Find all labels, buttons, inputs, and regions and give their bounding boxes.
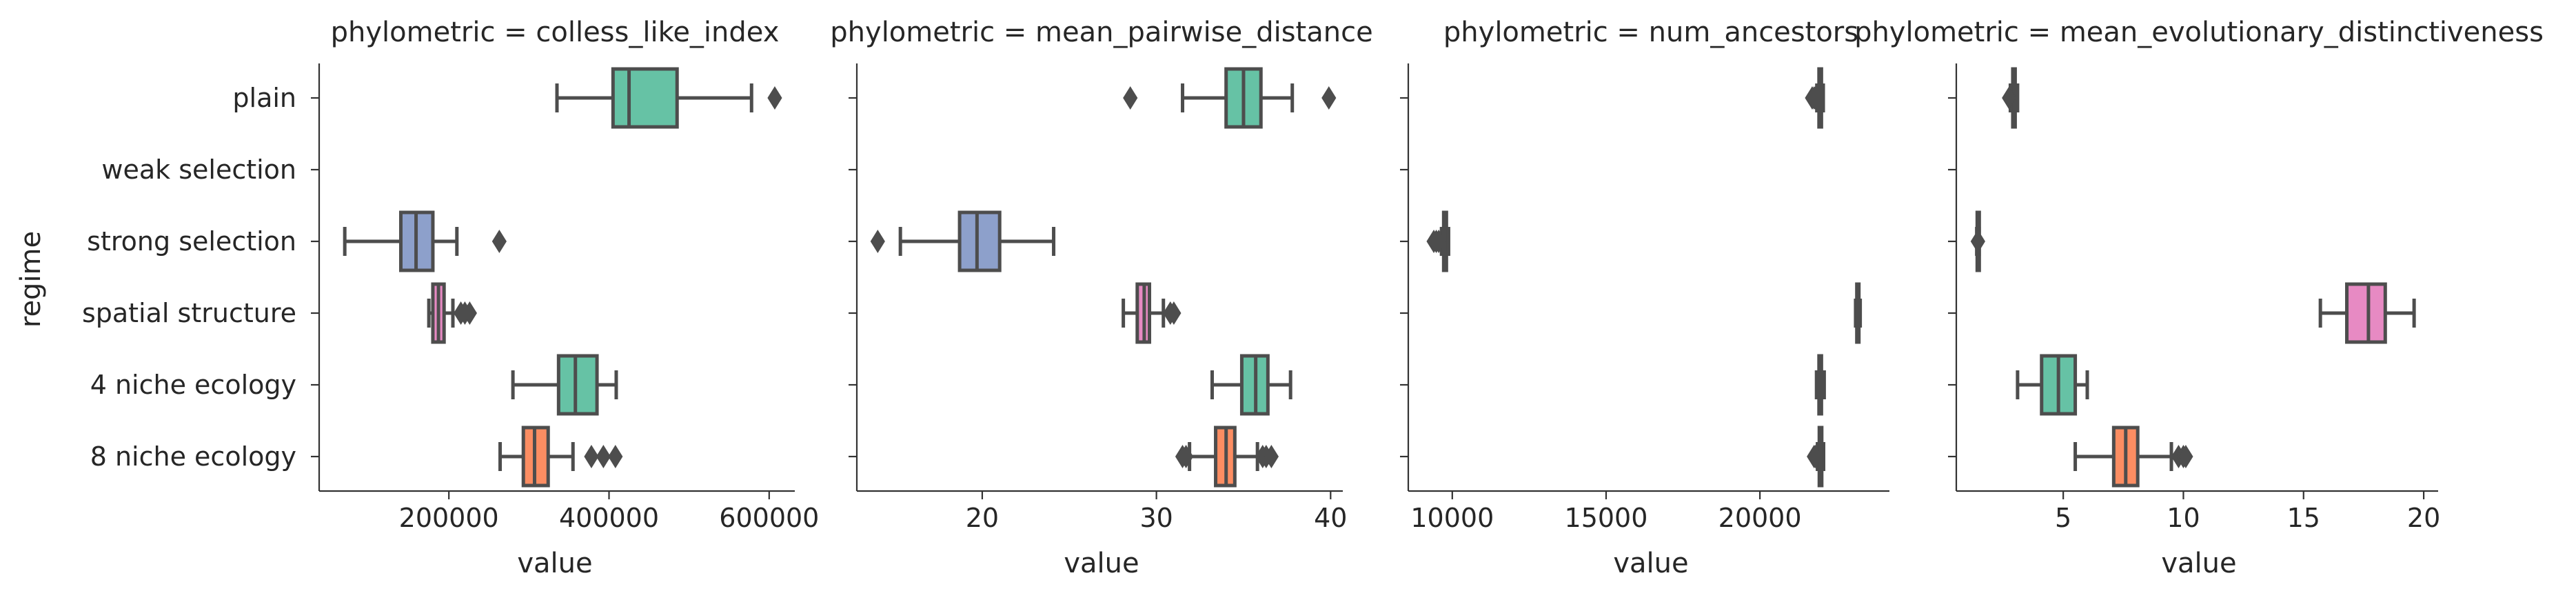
- box-num-ancestors-spatial-structure: [1854, 282, 1863, 344]
- panel-title-mean-evolutionary-distinctiveness: phylometric = mean_evolutionary_distinct…: [1854, 17, 2544, 48]
- x-tick-label-num-ancestors-2: 20000: [1718, 503, 1802, 533]
- x-axis-title-colless-like-index: value: [517, 548, 592, 579]
- flier-mean-pairwise-distance-8-niche-ecology-1: [1178, 445, 1194, 468]
- box-mean-pairwise-distance-strong-selection: [870, 210, 1056, 272]
- boxes-mean-evolutionary-distinctiveness: [1970, 67, 2416, 488]
- box-num-ancestors-4-niche-ecology: [1814, 354, 1826, 416]
- flier-colless-like-index-spatial-structure-2: [462, 301, 477, 325]
- flier-colless-like-index-plain-0: [767, 86, 782, 110]
- x-tick-label-mean-pairwise-distance-1: 30: [1139, 503, 1173, 533]
- y-tick-label-strong-selection: strong selection: [87, 226, 296, 257]
- flier-colless-like-index-strong-selection-0: [491, 230, 507, 253]
- flier-mean-pairwise-distance-spatial-structure-1: [1166, 301, 1181, 325]
- box-mean-evolutionary-distinctiveness-strong-selection: [1970, 210, 1985, 272]
- flier-mean-evolutionary-distinctiveness-strong-selection-0: [1970, 230, 1985, 253]
- flier-mean-pairwise-distance-strong-selection-0: [870, 230, 885, 253]
- box-mean-pairwise-distance-8-niche-ecology: [1175, 426, 1279, 488]
- box-mean-evolutionary-distinctiveness-plain: [2002, 67, 2020, 129]
- boxes-num-ancestors: [1426, 67, 1863, 488]
- box-mean-pairwise-distance-plain: [1123, 67, 1337, 129]
- flier-mean-evolutionary-distinctiveness-plain-0: [2002, 86, 2017, 110]
- x-tick-label-colless-like-index-1: 400000: [559, 503, 659, 533]
- x-axis-title-mean-pairwise-distance: value: [1064, 548, 1139, 579]
- y-tick-label-8-niche-ecology: 8 niche ecology: [90, 441, 296, 472]
- box-num-ancestors-strong-selection: [1426, 210, 1450, 272]
- box-num-ancestors-plain: [1805, 67, 1825, 129]
- iqr-box-mean-pairwise-distance-strong-selection: [957, 210, 1002, 272]
- box-mean-evolutionary-distinctiveness-4-niche-ecology: [2016, 354, 2089, 416]
- panel-title-num-ancestors: phylometric = num_ancestors: [1443, 17, 1858, 48]
- y-tick-label-spatial-structure: spatial structure: [82, 298, 296, 328]
- panel-num-ancestors: phylometric = num_ancestors value 10000 1…: [1400, 17, 1889, 579]
- x-tick-label-mean-evolutionary-distinctiveness-3: 20: [2407, 503, 2440, 533]
- x-tick-label-mean-pairwise-distance-0: 20: [966, 503, 999, 533]
- y-axis-title: regime: [15, 231, 47, 328]
- x-tick-label-num-ancestors-0: 10000: [1410, 503, 1494, 533]
- flier-mean-pairwise-distance-8-niche-ecology-4: [1264, 445, 1279, 468]
- box-num-ancestors-8-niche-ecology: [1807, 426, 1825, 488]
- y-tick-labels: plain weak selection strong selection sp…: [82, 83, 296, 472]
- flier-num-ancestors-plain-2: [1807, 86, 1823, 110]
- flier-mean-pairwise-distance-plain-0: [1123, 86, 1138, 110]
- box-mean-evolutionary-distinctiveness-8-niche-ecology: [2073, 426, 2193, 488]
- flier-colless-like-index-8-niche-ecology-1: [596, 445, 611, 468]
- panel-mean-pairwise-distance: phylometric = mean_pairwise_distance val…: [830, 17, 1372, 579]
- box-colless-like-index-8-niche-ecology: [498, 426, 623, 488]
- box-mean-evolutionary-distinctiveness-spatial-structure: [2318, 282, 2416, 344]
- x-axis-title-mean-evolutionary-distinctiveness: value: [2161, 548, 2236, 579]
- box-colless-like-index-plain: [555, 67, 782, 129]
- x-tick-label-colless-like-index-0: 200000: [399, 503, 499, 533]
- x-tick-label-mean-evolutionary-distinctiveness-0: 5: [2055, 503, 2071, 533]
- box-mean-pairwise-distance-spatial-structure: [1122, 282, 1181, 344]
- panel-title-colless-like-index: phylometric = colless_like_index: [331, 17, 780, 48]
- panel-mean-evolutionary-distinctiveness: phylometric = mean_evolutionary_distinct…: [1854, 17, 2544, 579]
- panel-colless-like-index: phylometric = colless_like_index value 2…: [311, 17, 819, 579]
- y-tick-label-plain: plain: [232, 83, 296, 113]
- boxes-mean-pairwise-distance: [870, 67, 1337, 488]
- flier-num-ancestors-strong-selection-2: [1431, 230, 1446, 253]
- flier-num-ancestors-8-niche-ecology-1: [1807, 445, 1823, 468]
- y-tick-label-4-niche-ecology: 4 niche ecology: [90, 370, 296, 400]
- x-axis-title-num-ancestors: value: [1613, 548, 1688, 579]
- flier-colless-like-index-8-niche-ecology-0: [584, 445, 599, 468]
- x-tick-label-num-ancestors-1: 15000: [1565, 503, 1648, 533]
- iqr-box-colless-like-index-4-niche-ecology: [556, 354, 599, 416]
- y-tick-label-weak-selection: weak selection: [101, 154, 296, 185]
- box-colless-like-index-spatial-structure: [427, 282, 477, 344]
- panel-title-mean-pairwise-distance: phylometric = mean_pairwise_distance: [830, 17, 1372, 48]
- iqr-box-mean-evolutionary-distinctiveness-spatial-structure: [2345, 282, 2387, 344]
- box-mean-pairwise-distance-4-niche-ecology: [1210, 354, 1292, 416]
- box-colless-like-index-4-niche-ecology: [511, 354, 618, 416]
- x-tick-label-mean-evolutionary-distinctiveness-1: 10: [2167, 503, 2200, 533]
- flier-mean-pairwise-distance-plain-1: [1321, 86, 1337, 110]
- x-tick-label-mean-evolutionary-distinctiveness-2: 15: [2287, 503, 2320, 533]
- boxes-colless-like-index: [343, 67, 782, 488]
- flier-colless-like-index-8-niche-ecology-2: [608, 445, 623, 468]
- flier-mean-evolutionary-distinctiveness-8-niche-ecology-2: [2178, 445, 2193, 468]
- iqr-box-colless-like-index-plain: [611, 67, 679, 129]
- x-tick-label-mean-pairwise-distance-2: 40: [1314, 503, 1347, 533]
- x-tick-label-colless-like-index-2: 600000: [719, 503, 819, 533]
- box-colless-like-index-strong-selection: [343, 210, 507, 272]
